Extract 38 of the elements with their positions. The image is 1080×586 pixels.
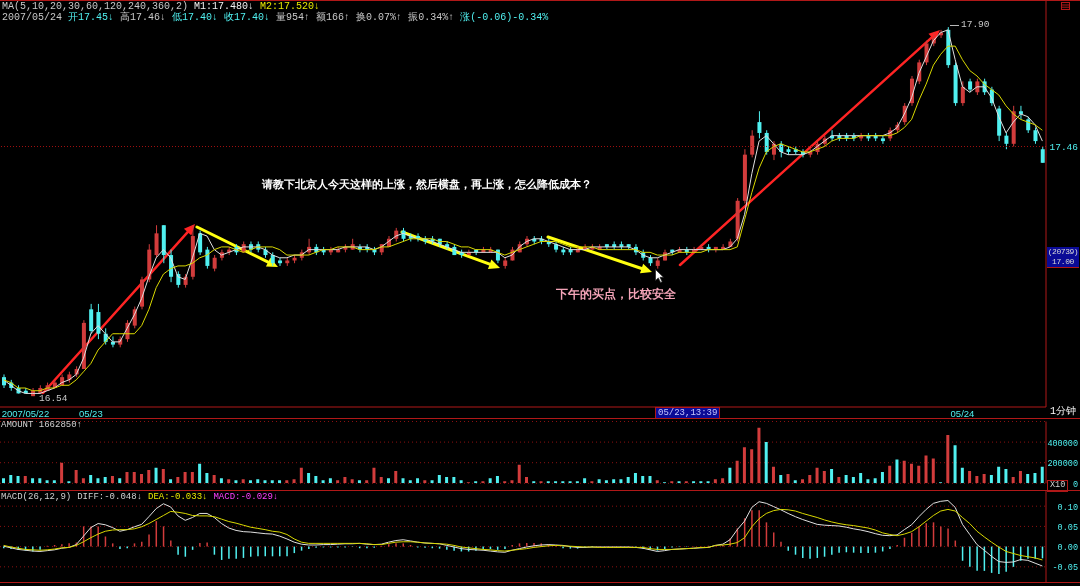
annotation: 17.90: [961, 19, 990, 31]
x-tick-label: 05/23: [78, 408, 103, 419]
annotation: 收17.40↓: [224, 12, 271, 23]
y-tick-label: 200000: [1047, 459, 1078, 470]
y-tick-label: 0.10: [1057, 502, 1078, 513]
annotation: 换0.07%↑: [356, 12, 403, 23]
ref-line-label: 17.46: [1049, 142, 1079, 154]
annotation: DEA:-0.033↓: [148, 492, 208, 502]
annotation: 振0.34%↑: [408, 12, 455, 23]
annotation: 下午的买点，比较安全: [556, 288, 676, 301]
text: X10: [1047, 480, 1069, 492]
annotation: MA(5,10,20,30,60,120,240,360,2): [2, 1, 189, 12]
text: 1分钟: [1050, 406, 1077, 417]
text: 05/23,13:39: [655, 407, 721, 419]
annotation: 2007/05/24: [2, 12, 62, 23]
annotation: DIFF:-0.048↓: [77, 492, 143, 502]
annotation: AMOUNT 1662850↑: [1, 420, 83, 430]
annotation: 量954↑: [276, 12, 311, 23]
annotation: 16.54: [39, 393, 68, 405]
annotation: M2:17.520↓: [260, 1, 321, 12]
annotation: 额166↑: [316, 12, 351, 23]
annotation: 开17.45↓: [68, 12, 115, 23]
annotation: 涨(-0.06)-0.34%: [460, 12, 549, 23]
x-tick-label: 2007/05/22: [1, 408, 50, 419]
y-tick-label: 0.05: [1057, 522, 1078, 533]
y-tick-label: 400000: [1047, 438, 1078, 449]
annotation: 请教下北京人今天这样的上涨，然后横盘，再上涨，怎么降低成本？: [262, 178, 592, 190]
text: (20739): [1047, 247, 1079, 257]
x-tick-label: 05/24: [950, 408, 975, 419]
y-tick-label: 0.00: [1057, 543, 1078, 554]
annotation: MACD:-0.029↓: [213, 492, 279, 502]
y-tick-label: 0: [1072, 479, 1078, 490]
y-tick-label: -0.05: [1052, 563, 1078, 574]
text: 17.00: [1051, 257, 1075, 267]
annotation: 高17.46↓: [120, 12, 167, 23]
annotation: M1:17.480↓: [194, 1, 255, 12]
annotation: 低17.40↓: [172, 12, 219, 23]
annotation: MACD(26,12,9): [1, 492, 72, 502]
